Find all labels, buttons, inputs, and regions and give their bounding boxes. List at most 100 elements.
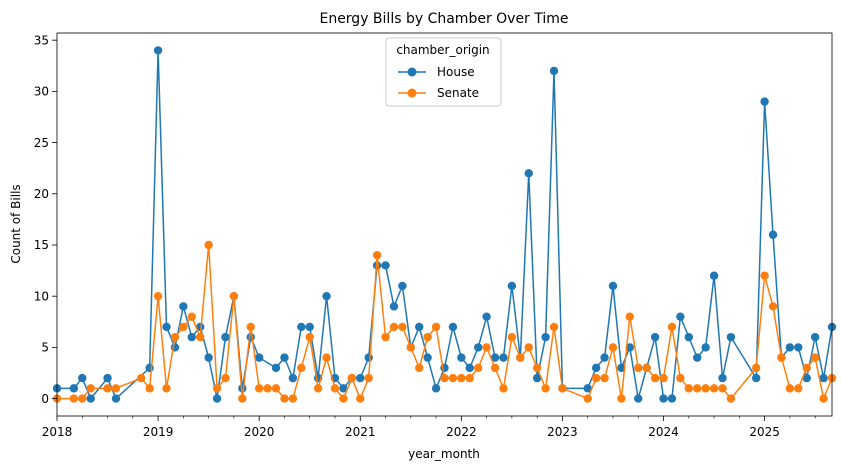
data-point-senate	[356, 394, 365, 403]
data-point-senate	[448, 373, 458, 383]
data-point-house	[718, 373, 727, 383]
data-point-house	[305, 322, 314, 332]
data-point-house	[659, 394, 668, 403]
data-point-senate	[802, 363, 811, 373]
x-tick-label: 2019	[143, 425, 174, 439]
data-point-house	[794, 343, 803, 352]
data-point-house	[507, 281, 517, 291]
y-tick-label: 10	[34, 289, 49, 303]
data-point-senate	[524, 343, 533, 352]
data-point-house	[482, 312, 491, 321]
plot-frame	[56, 32, 833, 417]
data-point-senate	[364, 373, 373, 383]
data-point-senate	[406, 343, 415, 352]
data-point-house	[187, 332, 196, 342]
data-point-senate	[322, 353, 331, 362]
data-point-house	[221, 332, 230, 342]
y-tick-label: 30	[34, 85, 49, 99]
data-point-house	[474, 343, 483, 352]
y-tick-label: 25	[34, 136, 49, 150]
data-point-senate	[280, 394, 289, 403]
data-point-senate	[819, 394, 828, 403]
data-point-senate	[381, 332, 390, 342]
data-point-senate	[718, 384, 727, 393]
x-axis: 2018 2019 2020 2021 2022 2023 2024 2025	[42, 416, 816, 439]
data-point-senate	[398, 322, 407, 332]
data-point-house	[78, 373, 87, 383]
data-point-senate	[659, 373, 668, 383]
x-axis-label: year_month	[408, 447, 480, 461]
y-tick-label: 15	[34, 238, 49, 252]
data-point-senate	[608, 343, 618, 352]
data-point-senate	[768, 302, 778, 311]
data-point-senate	[558, 384, 567, 393]
data-point-senate	[297, 363, 306, 373]
x-tick-label: 2025	[749, 425, 780, 439]
y-axis-label: Count of Bills	[9, 184, 23, 263]
data-point-house	[204, 353, 213, 362]
data-point-senate	[726, 394, 736, 403]
data-point-house	[423, 353, 432, 362]
data-point-senate	[625, 312, 635, 321]
data-point-senate	[238, 394, 247, 403]
data-point-house	[356, 373, 365, 383]
data-point-senate	[170, 332, 180, 342]
data-point-house	[591, 363, 601, 373]
data-point-senate	[490, 363, 500, 373]
x-tick-label: 2020	[244, 425, 275, 439]
data-point-house	[676, 312, 685, 321]
data-point-house	[196, 322, 205, 332]
data-point-senate	[389, 322, 399, 332]
data-point-senate	[153, 291, 163, 301]
data-point-senate	[549, 322, 559, 332]
data-point-house	[457, 353, 466, 362]
data-point-house	[103, 373, 112, 383]
data-point-house	[280, 353, 289, 362]
x-tick-label: 2024	[648, 425, 679, 439]
data-point-house	[819, 373, 828, 383]
data-point-senate	[187, 312, 196, 321]
data-point-senate	[69, 394, 79, 403]
data-point-house	[532, 373, 542, 383]
legend-senate-marker	[407, 88, 417, 98]
data-point-senate	[600, 373, 609, 383]
data-point-house	[650, 332, 660, 342]
x-tick-label: 2021	[345, 425, 376, 439]
data-point-house	[524, 169, 533, 178]
data-point-house	[271, 363, 281, 373]
data-point-senate	[423, 332, 432, 342]
data-point-house	[684, 332, 693, 342]
data-point-senate	[701, 384, 710, 393]
data-point-senate	[212, 384, 222, 393]
data-point-senate	[499, 384, 508, 393]
data-point-senate	[693, 384, 702, 393]
data-point-senate	[794, 384, 803, 393]
data-point-senate	[263, 384, 272, 393]
y-tick-label: 35	[34, 33, 49, 47]
data-point-house	[802, 373, 811, 383]
legend-box	[385, 37, 502, 107]
data-point-senate	[541, 384, 550, 393]
data-point-senate	[777, 353, 786, 362]
series-layer	[52, 46, 837, 403]
data-point-house	[541, 332, 550, 342]
data-point-house	[145, 363, 154, 373]
data-point-house	[322, 291, 331, 301]
data-point-senate	[532, 363, 542, 373]
y-tick-label: 0	[41, 392, 49, 406]
data-point-senate	[650, 373, 660, 383]
data-point-senate	[634, 363, 643, 373]
data-point-senate	[372, 251, 382, 260]
data-point-house	[381, 261, 390, 270]
data-point-senate	[221, 373, 230, 383]
data-point-house	[726, 332, 736, 342]
data-point-senate	[288, 394, 298, 403]
data-point-senate	[516, 353, 525, 362]
data-point-senate	[204, 240, 213, 250]
legend-house-label: House	[437, 65, 475, 79]
data-point-senate	[591, 373, 601, 383]
data-point-senate	[465, 373, 474, 383]
data-point-house	[701, 343, 710, 352]
data-point-house	[254, 353, 264, 362]
data-point-house	[608, 281, 618, 291]
